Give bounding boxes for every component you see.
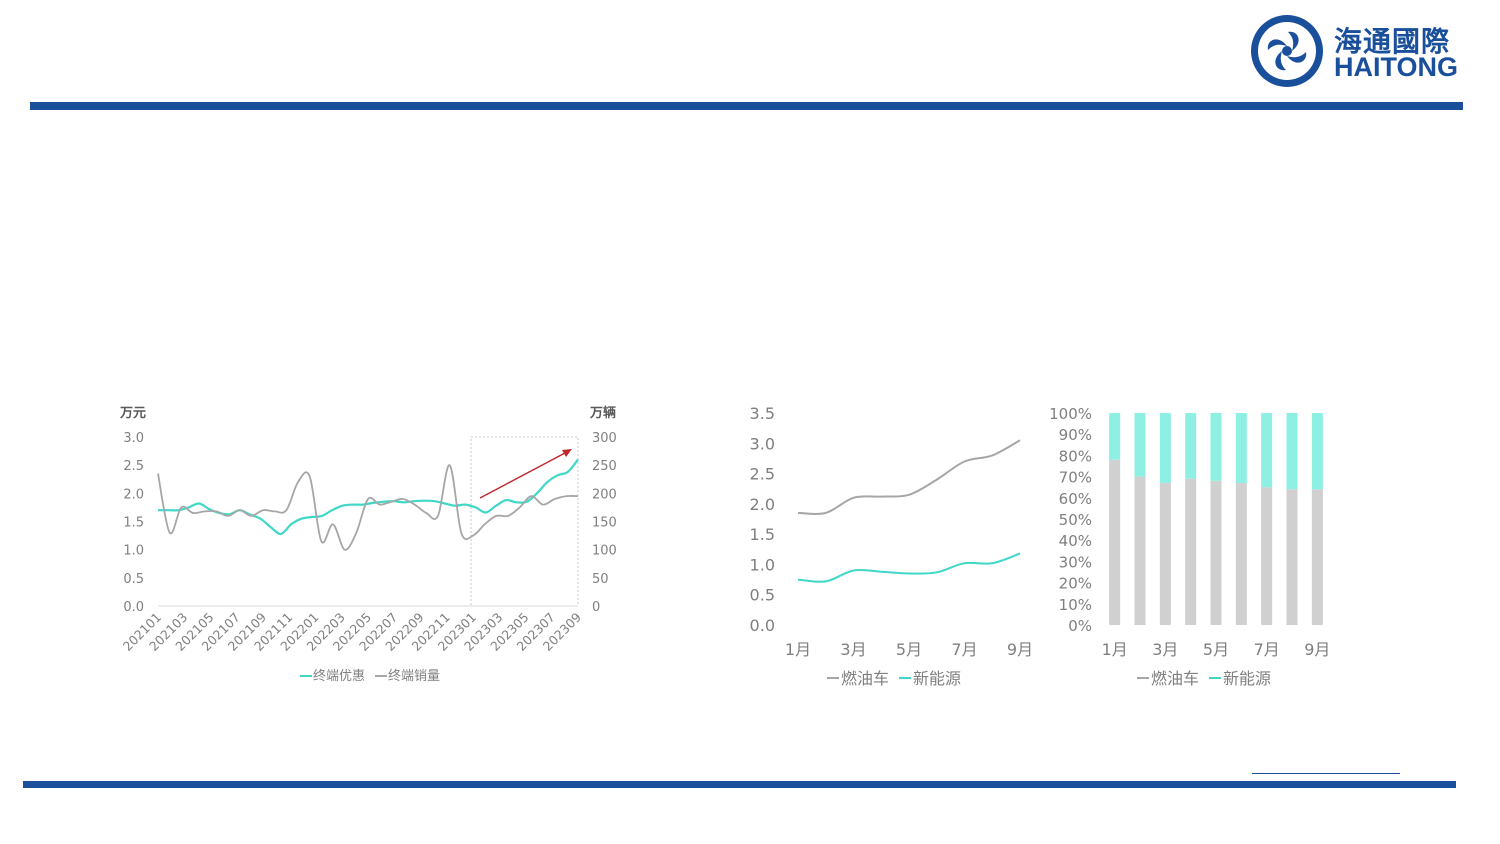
- y-tick-label: 0%: [1068, 617, 1092, 635]
- left-tick-label: 3.0: [123, 431, 144, 446]
- x-tick-label: 7月: [951, 640, 977, 659]
- legend-label: 燃油车: [841, 669, 889, 688]
- footer-rule: [23, 781, 1456, 788]
- left-tick-label: 2.0: [123, 487, 144, 502]
- right-tick-label: 200: [592, 487, 617, 502]
- y-tick-label: 100%: [1049, 405, 1092, 423]
- bar-nev: [1235, 413, 1247, 483]
- y-tick-label: 70%: [1059, 469, 1092, 487]
- bar-fuel: [1235, 482, 1247, 625]
- right-axis-unit: 万辆: [589, 405, 616, 421]
- bar-nev: [1286, 413, 1298, 490]
- logo-chinese-text: 海通國際: [1334, 25, 1451, 58]
- bar-nev: [1185, 413, 1197, 479]
- y-tick-label: 3.0: [750, 434, 775, 453]
- right-tick-label: 0: [592, 600, 600, 615]
- legend-label: 终端优惠: [313, 668, 365, 684]
- footer-link-underline: [1252, 773, 1400, 774]
- y-tick-label: 10%: [1059, 596, 1092, 614]
- y-tick-label: 0.5: [750, 586, 775, 605]
- right-tick-label: 100: [592, 544, 617, 559]
- y-tick-label: 1.0: [750, 555, 775, 574]
- bar-fuel: [1109, 459, 1121, 625]
- right-tick-label: 150: [592, 516, 617, 531]
- series-line-sales: [157, 464, 579, 551]
- header-rule: [30, 102, 1463, 110]
- left-tick-label: 1.5: [123, 516, 144, 531]
- series-line-fuel: [797, 439, 1021, 516]
- bar-nev: [1261, 413, 1273, 488]
- x-tick-label: 5月: [1203, 640, 1229, 659]
- y-tick-label: 60%: [1059, 490, 1092, 508]
- right-tick-label: 250: [592, 459, 617, 474]
- legend-label: 新能源: [913, 669, 961, 688]
- y-tick-label: 20%: [1059, 575, 1092, 593]
- chart-share-by-powertrain: 0% 10% 20% 30% 40% 50% 60% 70% 80% 90% 100% 1月 3月 5月 7…: [1049, 405, 1330, 688]
- x-tick-label: 9月: [1007, 640, 1033, 659]
- x-tick-label: 1月: [785, 640, 811, 659]
- y-tick-label: 3.5: [750, 404, 775, 423]
- chart-discount-vs-sales: 万元 万辆 0.0 0.5 1.0 1.5 2.0 2.5 3.0 0 50 100 150 200 250…: [119, 405, 617, 684]
- bar-nev: [1134, 413, 1146, 477]
- y-tick-label: 2.5: [750, 465, 775, 484]
- bar-nev: [1311, 413, 1323, 490]
- x-tick-label: 1月: [1102, 640, 1128, 659]
- y-tick-label: 1.5: [750, 525, 775, 544]
- bar-fuel: [1134, 476, 1146, 625]
- bar-nev: [1210, 413, 1222, 481]
- left-tick-label: 0.5: [123, 572, 144, 587]
- x-tick-label: 3月: [840, 640, 866, 659]
- haitong-logo: 海通國際 HAITONG: [1248, 12, 1468, 90]
- y-tick-label: 50%: [1059, 511, 1092, 529]
- y-tick-label: 40%: [1059, 532, 1092, 550]
- y-tick-label: 0.0: [750, 616, 775, 635]
- bar-fuel: [1311, 489, 1323, 625]
- y-tick-label: 90%: [1059, 426, 1092, 444]
- bar-nev: [1109, 413, 1121, 460]
- bar-nev: [1159, 413, 1171, 483]
- bar-fuel: [1210, 480, 1222, 625]
- legend-label: 新能源: [1223, 669, 1271, 688]
- x-tick-label: 9月: [1304, 640, 1330, 659]
- trend-arrow-shaft: [479, 452, 566, 499]
- legend-label: 燃油车: [1151, 669, 1199, 688]
- logo-english-text: HAITONG: [1334, 52, 1459, 82]
- x-tick-label: 3月: [1152, 640, 1178, 659]
- haitong-emblem-icon: [1251, 15, 1323, 87]
- left-axis-unit: 万元: [119, 406, 146, 421]
- x-tick-label: 7月: [1254, 640, 1280, 659]
- y-tick-label: 30%: [1059, 553, 1092, 571]
- series-line-discount: [158, 458, 579, 536]
- right-tick-label: 300: [592, 431, 617, 446]
- left-tick-label: 1.0: [123, 544, 144, 559]
- y-tick-label: 80%: [1059, 447, 1092, 465]
- bar-fuel: [1286, 489, 1298, 625]
- bar-fuel: [1159, 482, 1171, 625]
- left-tick-label: 0.0: [123, 600, 144, 615]
- legend-label: 终端销量: [388, 668, 440, 684]
- bar-fuel: [1261, 487, 1273, 625]
- right-tick-label: 50: [592, 572, 609, 587]
- trend-arrow-head: [562, 449, 572, 457]
- left-tick-label: 2.5: [123, 459, 144, 474]
- y-tick-label: 2.0: [750, 495, 775, 514]
- x-tick-label: 5月: [896, 640, 922, 659]
- bar-fuel: [1185, 478, 1197, 625]
- series-line-nev: [797, 552, 1021, 583]
